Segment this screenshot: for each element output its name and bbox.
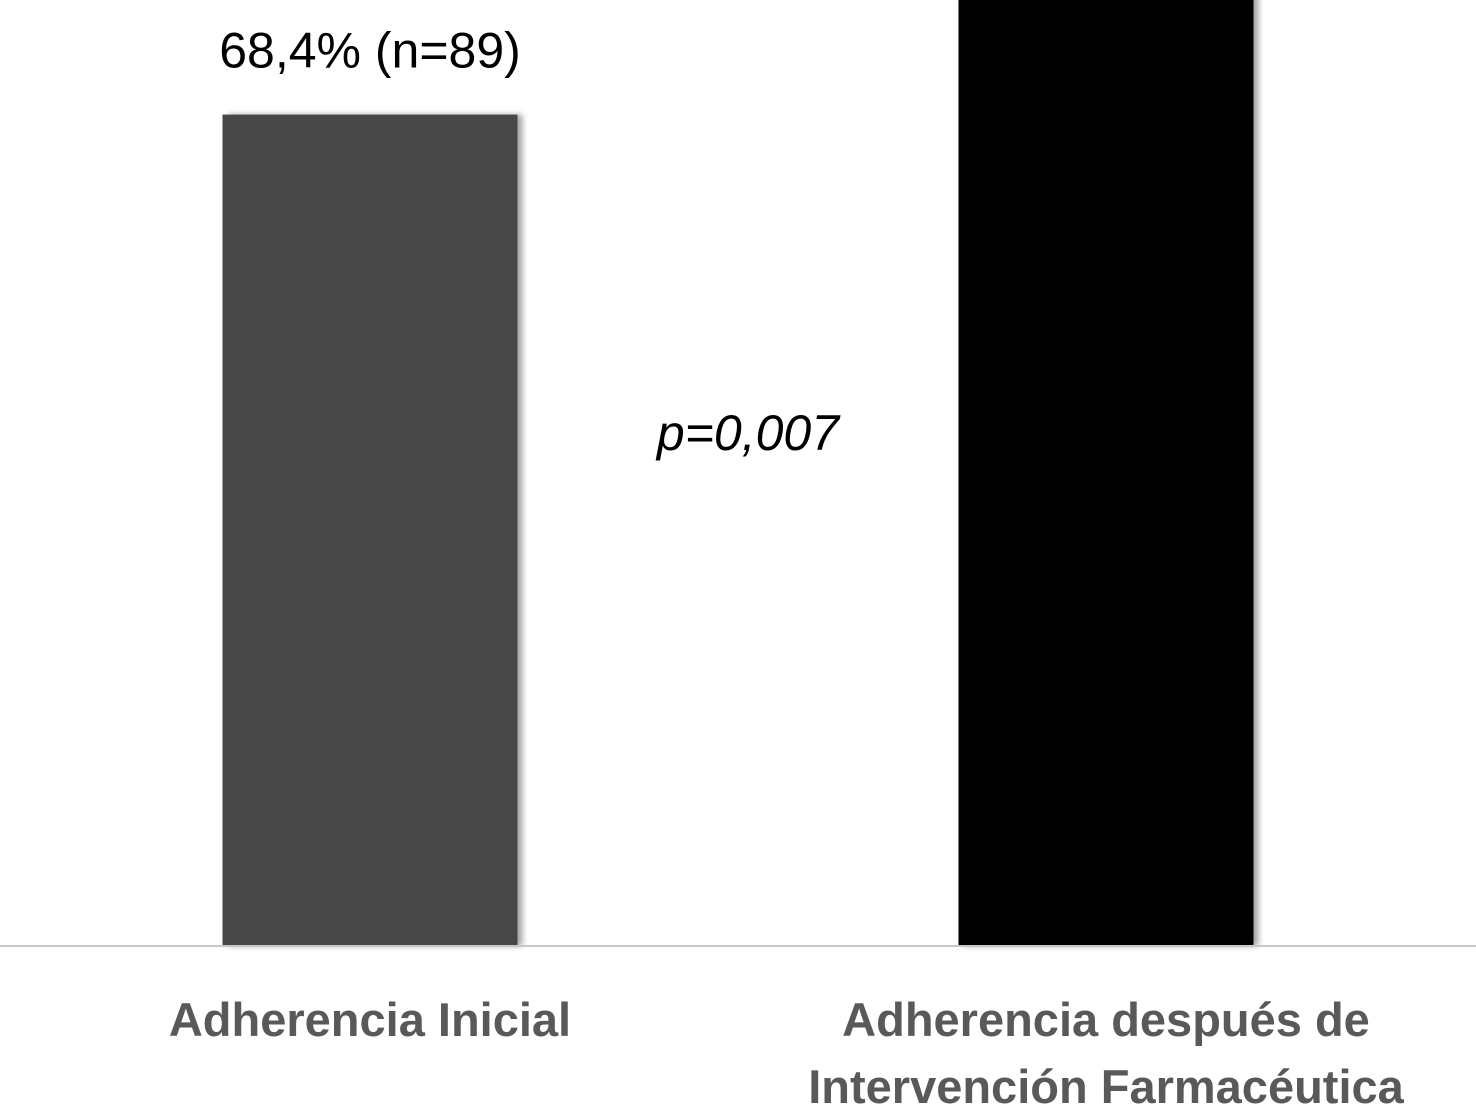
category-label-2-line-2: Intervención Farmacéutica [808, 1060, 1404, 1105]
value-label-1: 68,4% (n=89) [219, 23, 521, 79]
category-label-1-line-1: Adherencia Inicial [169, 993, 571, 1046]
bar-1 [222, 114, 518, 946]
category-label-2-line-1: Adherencia después de [842, 993, 1370, 1046]
bar-2 [958, 0, 1254, 946]
p-value-annotation: p=0,007 [655, 405, 841, 461]
